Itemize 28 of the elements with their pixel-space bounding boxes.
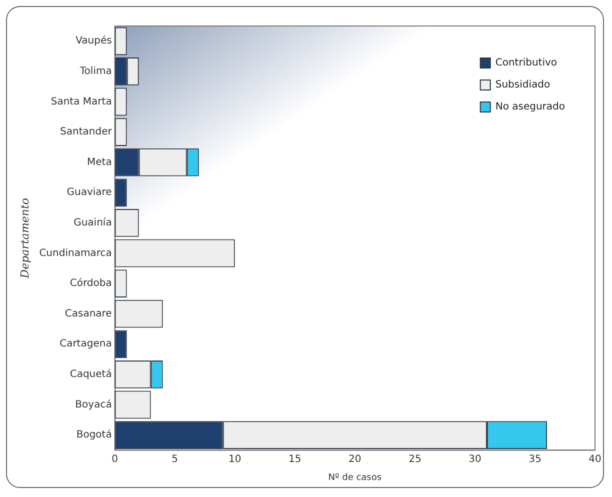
- legend-label: Contributivo: [495, 58, 558, 69]
- y-tick-label: Tolima: [78, 66, 112, 78]
- x-axis-title: Nº de casos: [328, 472, 382, 483]
- y-tick-label: Guainía: [74, 218, 112, 229]
- y-tick-label: Boyacá: [75, 399, 112, 410]
- x-tick-label: 5: [172, 454, 178, 465]
- y-tick-label: Córdoba: [70, 278, 112, 290]
- y-tick-label: Santander: [60, 126, 113, 138]
- legend-label: Subsidiado: [495, 80, 550, 91]
- y-tick-label: Casanare: [64, 308, 112, 320]
- x-tick-label: 25: [408, 454, 422, 465]
- legend-label: No asegurado: [495, 102, 566, 113]
- x-tick-label: 15: [288, 454, 302, 465]
- y-tick-label: Santa Marta: [50, 96, 112, 108]
- y-tick-label: Meta: [86, 156, 112, 168]
- x-tick-label: 0: [112, 454, 118, 465]
- y-tick-label: Cundinamarca: [39, 248, 112, 259]
- y-tick-label: Cartagena: [60, 338, 112, 350]
- x-tick-label: 10: [228, 454, 242, 465]
- y-tick-label: Guaviare: [66, 187, 112, 198]
- x-tick-label: 40: [588, 454, 602, 465]
- x-tick-label: 20: [348, 454, 362, 465]
- x-tick-label: 35: [528, 454, 542, 465]
- x-tick-label: 30: [468, 454, 482, 465]
- y-tick-label: Bogotá: [76, 430, 112, 441]
- y-tick-label: Caquetá: [70, 369, 112, 380]
- y-tick-label: Vaupés: [76, 36, 112, 47]
- y-axis-title: Departamento: [18, 198, 32, 280]
